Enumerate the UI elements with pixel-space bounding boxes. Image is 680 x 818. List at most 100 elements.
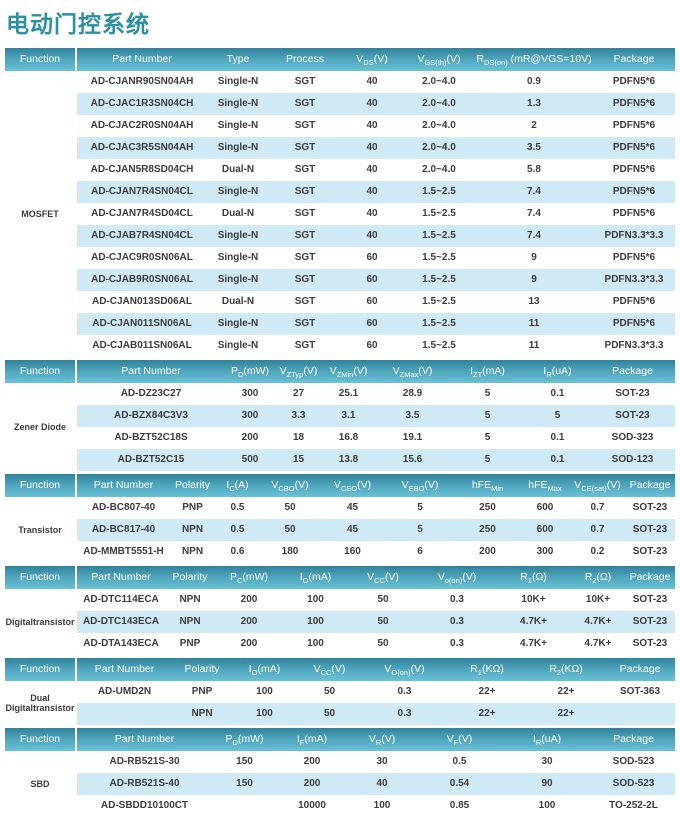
table-cell: NPN: [179, 594, 201, 605]
table-cell: 30: [541, 756, 553, 767]
table-cell: 600: [536, 524, 554, 535]
column-header: Part Number: [93, 479, 154, 491]
table-cell: 28.9: [402, 388, 423, 399]
column-header: IC(A): [226, 479, 249, 494]
table-row: AD-CJAN011SN06AL Single-N SGT 60 1.5~2.5 11 PD…: [77, 313, 675, 335]
table-cell: 1.5~2.5: [422, 252, 456, 263]
table-cell: SGT: [294, 296, 316, 307]
table-cell: AD-CJAN5R8SD04CH: [90, 164, 194, 175]
table-cell: 0.3: [450, 638, 464, 649]
table-cell: 100: [307, 638, 324, 649]
table-cell: NPN: [181, 546, 204, 557]
table-row: AD-DTA143ECA PNP 200 100 50 0.3 4.7K+ 4.7K+ SOT-…: [77, 633, 675, 655]
table-cell: SOT-23: [615, 410, 650, 421]
table-cell: 3.5: [527, 142, 541, 153]
table-cell: SOT-23: [615, 388, 650, 399]
table-row: AD-SBDD10100CT 10000 100 0.85 100 TO-252-2L: [77, 795, 675, 817]
table-cell: 1.5~2.5: [422, 340, 456, 351]
column-header: Type: [226, 53, 250, 65]
table-row: AD-CJAC2R0SN04AH Single-N SGT 40 2.0~4.0 2 PDF…: [77, 115, 675, 137]
table-header-row: Function Part Number Type Process VDS(V) VGS(…: [5, 48, 675, 71]
table-row: AD-CJAN7R4SN04CL Single-N SGT 40 1.5~2.5 7.4 P…: [77, 181, 675, 203]
table-cell: AD-BC807-40: [91, 502, 156, 513]
table-cell: SGT: [294, 340, 316, 351]
table-cell: PDFN5*6: [612, 252, 656, 263]
table-cell: 16.8: [338, 432, 359, 443]
table-cell: 1.5~2.5: [422, 230, 456, 241]
table-cell: SGT: [294, 142, 316, 153]
table-cell: 10000: [298, 800, 326, 811]
table-cell: AD-BZT52C18S: [114, 432, 188, 443]
table-cell: AD-DZ23C27: [120, 388, 182, 399]
table-cell: 160: [344, 546, 361, 557]
function-label: Transistor: [5, 497, 77, 563]
table-rows: AD-CJANR90SN04AH Single-N SGT 40 2.0~4.0 0.9 P…: [77, 71, 675, 357]
table-cell: 0.5: [452, 756, 467, 767]
column-header: VZMin(V): [329, 365, 368, 380]
column-header: IO(mA): [299, 571, 332, 586]
table-cell: AD-BZT52C15: [117, 454, 185, 465]
table-row: AD-BC817-40 NPN 0.5 50 45 5 250 600 0.7 SOT-23: [77, 519, 675, 541]
column-header: VCC(V): [367, 571, 399, 586]
table-cell: 10K+: [585, 594, 611, 605]
table-cell: NPN: [181, 524, 204, 535]
column-header: Part Number: [94, 663, 155, 675]
table-cell: 1.5~2.5: [422, 296, 456, 307]
table-cell: AD-CJAC9R0SN06AL: [91, 252, 193, 263]
table-cell: SGT: [294, 274, 316, 285]
table-cell: SGT: [294, 186, 316, 197]
table-cell: 60: [366, 296, 378, 307]
table-row: AD-MMBT5551-H NPN 0.6 180 160 6 200 300 0.2 SOT-2…: [77, 541, 675, 563]
table-cell: 60: [366, 318, 378, 329]
table-cell: [605, 703, 675, 725]
table-cell: 19.1: [402, 432, 423, 443]
column-header: VDS(V): [356, 53, 388, 68]
column-header: Part Number: [121, 365, 181, 377]
table-cell: PNP: [182, 502, 203, 513]
table-cell: SOT-23: [632, 546, 668, 557]
table-row: AD-CJAN013SD06AL Dual-N SGT 60 1.5~2.5 13 PDFN…: [77, 291, 675, 313]
table-cell: 50: [284, 502, 296, 513]
column-header: VR(V): [368, 733, 396, 748]
column-header: Function: [5, 48, 77, 71]
table-cell: 60: [366, 340, 378, 351]
table-cell: SGT: [294, 76, 316, 87]
table-cell: PDFN5*6: [612, 142, 656, 153]
table-cell: 150: [236, 778, 253, 789]
column-header: VZTyp(V): [279, 365, 318, 380]
column-header: Vo(on)(V): [437, 571, 477, 586]
column-header: VF(V): [446, 733, 473, 748]
table-cell: 11: [528, 318, 540, 329]
table-cell: 100: [373, 800, 391, 811]
column-header: VCEO(V): [333, 479, 372, 494]
table-body: Digitaltransistor AD-DTC114ECA NPN 200 100 50…: [5, 589, 675, 655]
table-cell: [212, 795, 277, 817]
table-cell: PDFN5*6: [612, 296, 656, 307]
table-cell: 50: [284, 524, 296, 535]
table-cell: 300: [241, 410, 259, 421]
column-header: IR(uA): [543, 365, 572, 380]
table-cell: 40: [366, 164, 378, 175]
function-label: Zener Diode: [5, 383, 77, 471]
table-cell: 200: [303, 778, 321, 789]
table-cell: AD-CJAN7R4SD04CL: [91, 208, 193, 219]
table-cell: 30: [376, 756, 388, 767]
table-cell: 2.0~4.0: [422, 120, 456, 131]
column-header: Package: [629, 571, 671, 583]
table-cell: AD-SBDD10100CT: [100, 800, 189, 811]
table-cell: 11: [528, 340, 540, 351]
table-cell: 5: [554, 410, 561, 421]
column-header: IF(mA): [296, 733, 328, 748]
table-cell: 40: [366, 98, 378, 109]
table-row: AD-RB521S-40 150 200 40 0.54 90 SOD-523: [77, 773, 675, 795]
table-cell: 4.7K+: [584, 616, 612, 627]
column-header: Package: [613, 733, 654, 745]
column-header: Polarity: [184, 663, 220, 675]
table-cell: 50: [323, 708, 336, 719]
table-cell: AD-CJAN011SN06AL: [92, 318, 192, 329]
table-header-row: Function Part Number Polarity IO(mA) VCC(V) V…: [5, 658, 675, 681]
table-cell: 600: [536, 502, 554, 513]
table-cell: SGT: [294, 208, 316, 219]
table-cell: Dual-N: [221, 296, 255, 307]
table-cell: SGT: [294, 120, 316, 131]
